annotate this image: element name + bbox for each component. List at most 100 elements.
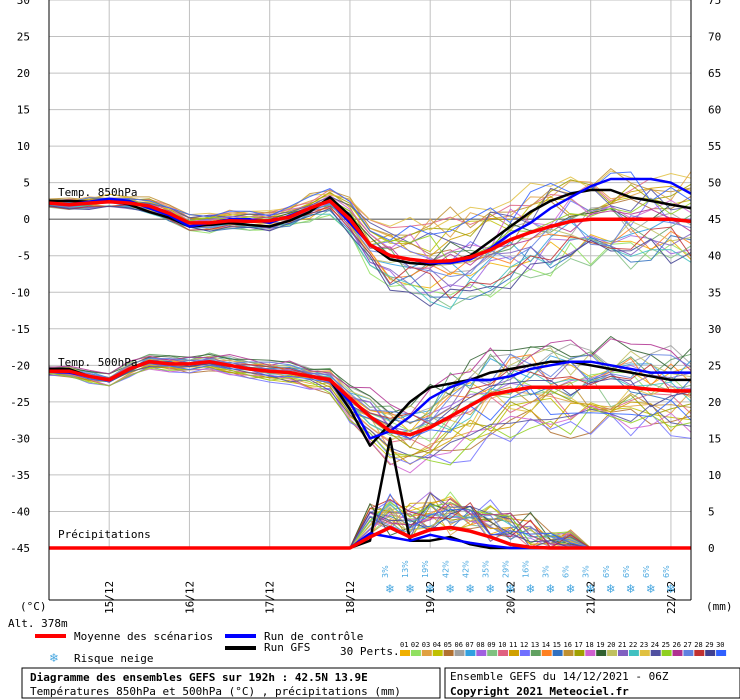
pert-swatch (465, 650, 476, 656)
pert-number: 02 (411, 641, 419, 649)
perturbation-line (48, 359, 692, 435)
legend-perts-label: 30 Perts. (340, 645, 400, 658)
perturbation-line (48, 204, 692, 310)
series-line-6 (49, 525, 691, 550)
left-tick-label: -10 (10, 286, 30, 299)
right-tick-label: 45 (708, 213, 721, 226)
pert-swatch (498, 650, 509, 656)
snowflake-icon: ❄ (546, 582, 556, 596)
series-line-0 (48, 199, 692, 264)
pert-swatch (683, 650, 694, 656)
snow-pct-label: 42% (461, 560, 470, 578)
snow-pct-label: 42% (441, 560, 450, 578)
pert-number: 29 (705, 641, 713, 649)
snow-pct-label: 3% (582, 565, 591, 578)
perturbation-lines (48, 167, 692, 549)
perturbation-line (48, 363, 692, 439)
snowflake-icon: ❄ (49, 651, 59, 665)
snow-pct-label: 13% (401, 560, 410, 578)
right-tick-label: 0 (708, 542, 715, 555)
date-tick-label: 17/12 (264, 581, 277, 614)
left-tick-label: -25 (10, 396, 30, 409)
date-tick-label: 19/12 (424, 581, 437, 614)
left-tick-label: -40 (10, 505, 30, 518)
pert-swatch (432, 650, 443, 656)
snowflake-icon: ❄ (646, 582, 656, 596)
pert-swatch (541, 650, 552, 656)
left-tick-label: 15 (17, 104, 30, 117)
snowflake-icon: ❄ (666, 582, 676, 596)
snow-pct-label: 6% (622, 565, 631, 578)
chart-title: Diagramme des ensembles GEFS sur 192h : … (30, 671, 368, 684)
pert-number: 27 (683, 641, 691, 649)
pert-number: 20 (607, 641, 615, 649)
snowflake-icon: ❄ (525, 582, 535, 596)
pert-swatch (672, 650, 683, 656)
left-tick-label: -30 (10, 432, 30, 445)
pert-number: 17 (574, 641, 582, 649)
pert-swatch (421, 650, 432, 656)
pert-number: 23 (640, 641, 648, 649)
snow-pct-label: 3% (542, 565, 551, 578)
left-unit: (°C) (20, 600, 47, 613)
pert-swatch (443, 650, 454, 656)
label-500hpa: Temp. 500hPa (58, 356, 137, 369)
perturbation-line (48, 363, 692, 459)
snow-pct-label: 35% (481, 560, 490, 578)
snowflake-icon: ❄ (606, 582, 616, 596)
pert-number: 03 (422, 641, 430, 649)
right-tick-label: 35 (708, 286, 721, 299)
snowflake-icon: ❄ (445, 582, 455, 596)
snow-pct-label: 6% (662, 565, 671, 578)
pert-number: 21 (618, 641, 626, 649)
snow-risk-markers: 3% ❄ 13% ❄ 19% ❄ 42% ❄ 42% ❄ 35% ❄ 29% ❄ 16% ❄ 3% ❄ 6% ❄ 3% ❄… (381, 560, 676, 596)
date-tick-label: 20/12 (504, 581, 517, 614)
run-info: Ensemble GEFS du 14/12/2021 - 06Z (450, 670, 669, 683)
legend-gfs-label: Run GFS (264, 641, 310, 654)
snowflake-icon: ❄ (586, 582, 596, 596)
label-precip: Précipitations (58, 528, 151, 541)
perturbation-line (48, 361, 692, 442)
left-tick-label: 25 (17, 31, 30, 44)
perturbation-line (48, 353, 692, 423)
date-tick-label: 15/12 (103, 581, 116, 614)
pert-number: 07 (465, 641, 473, 649)
pert-number: 15 (553, 641, 561, 649)
pert-number: 13 (531, 641, 539, 649)
legend-snow-label: Risque neige (74, 652, 153, 665)
pert-swatch (607, 650, 618, 656)
perturbation-line (48, 170, 692, 231)
label-850hpa: Temp. 850hPa (58, 186, 137, 199)
pert-number: 30 (716, 641, 724, 649)
pert-swatch (661, 650, 672, 656)
snow-pct-label: 19% (421, 560, 430, 578)
right-tick-label: 40 (708, 250, 721, 263)
pert-swatch (410, 650, 421, 656)
snowflake-icon: ❄ (425, 582, 435, 596)
right-tick-label: 20 (708, 396, 721, 409)
perturbation-line (48, 368, 692, 474)
pert-number: 28 (694, 641, 702, 649)
snow-pct-label: 29% (501, 560, 510, 578)
pert-swatch (563, 650, 574, 656)
pert-swatch (650, 650, 661, 656)
pert-swatch (716, 650, 727, 656)
pert-number: 04 (433, 641, 441, 649)
right-tick-label: 50 (708, 177, 721, 190)
date-tick-labels: 15/12 16/12 17/12 18/12 19/12 20/12 21/12 22/12 (103, 581, 678, 614)
left-tick-label: 5 (23, 177, 30, 190)
pert-swatch (487, 650, 498, 656)
right-tick-label: 30 (708, 323, 721, 336)
right-tick-label: 70 (708, 31, 721, 44)
snowflake-icon: ❄ (465, 582, 475, 596)
date-tick-label: 16/12 (183, 581, 196, 614)
main-series-lines (48, 177, 692, 550)
pert-swatch (628, 650, 639, 656)
pert-swatch (618, 650, 628, 656)
pert-number: 09 (487, 641, 495, 649)
pert-swatch (519, 650, 530, 656)
legend-mean-label: Moyenne des scénarios (74, 630, 213, 643)
pert-number: 16 (564, 641, 572, 649)
